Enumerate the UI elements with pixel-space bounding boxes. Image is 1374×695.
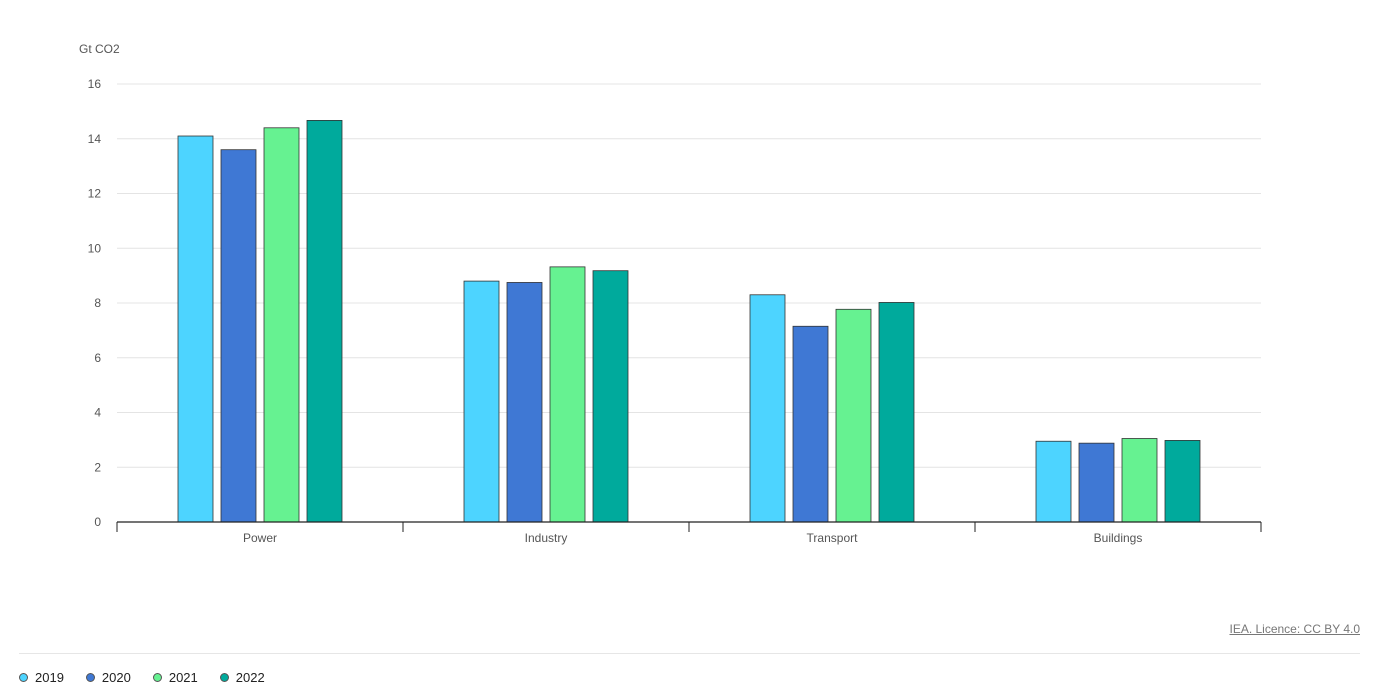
legend-label: 2022	[235, 670, 265, 685]
x-tick-label: Power	[243, 531, 277, 545]
y-tick-label: 10	[88, 241, 102, 255]
y-axis-unit-label: Gt CO2	[79, 42, 120, 56]
legend-swatch	[152, 673, 162, 682]
legend-swatch	[19, 673, 28, 682]
legend-item-2020[interactable]: 2020	[85, 670, 131, 685]
bar-transport-2020[interactable]	[792, 325, 829, 523]
bars	[177, 120, 1201, 523]
legend-label: 2021	[168, 670, 198, 685]
x-tick-label: Transport	[807, 531, 859, 545]
legend-swatch	[219, 673, 229, 682]
y-tick-label: 4	[94, 406, 101, 420]
bar-buildings-2021[interactable]	[1121, 438, 1158, 523]
legend-swatch	[85, 673, 95, 682]
bar-buildings-2022[interactable]	[1164, 440, 1201, 523]
legend-item-2019[interactable]: 2019	[19, 670, 64, 685]
bar-power-2019[interactable]	[177, 135, 214, 523]
bar-industry-2022[interactable]	[592, 270, 629, 523]
bar-transport-2021[interactable]	[835, 308, 872, 523]
bar-power-2021[interactable]	[263, 127, 300, 523]
bar-industry-2020[interactable]	[506, 282, 543, 523]
bar-industry-2019[interactable]	[463, 280, 500, 523]
bar-industry-2021[interactable]	[549, 266, 586, 523]
bar-buildings-2020[interactable]	[1078, 442, 1115, 523]
bar-buildings-2019[interactable]	[1035, 440, 1072, 523]
legend-item-2022[interactable]: 2022	[219, 670, 265, 685]
bar-chart: Gt CO2 0 2 4 6 8 10 12 14 16 Power Industry Transp…	[79, 42, 1262, 545]
y-tick-label: 2	[94, 460, 101, 474]
credit-link[interactable]: IEA. Licence: CC BY 4.0	[1229, 622, 1360, 636]
x-tick-label: Buildings	[1094, 531, 1143, 545]
x-axis: Power Industry Transport Buildings	[116, 521, 1262, 545]
bar-power-2020[interactable]	[220, 149, 257, 523]
y-tick-label: 16	[88, 77, 102, 91]
legend-label: 2020	[101, 670, 131, 685]
legend: 2019 2020 2021 2022	[19, 670, 265, 685]
divider	[19, 653, 1360, 654]
y-axis-ticks: 0 2 4 6 8 10 12 14 16	[88, 77, 102, 529]
y-tick-label: 0	[94, 515, 101, 529]
bar-transport-2019[interactable]	[749, 294, 786, 523]
bar-transport-2022[interactable]	[878, 302, 915, 523]
legend-label: 2019	[35, 670, 64, 685]
y-tick-label: 6	[94, 351, 101, 365]
legend-item-2021[interactable]: 2021	[152, 670, 198, 685]
y-tick-label: 14	[88, 132, 102, 146]
bar-power-2022[interactable]	[306, 120, 343, 523]
y-tick-label: 8	[94, 296, 101, 310]
x-tick-label: Industry	[525, 531, 568, 545]
y-tick-label: 12	[88, 187, 102, 201]
